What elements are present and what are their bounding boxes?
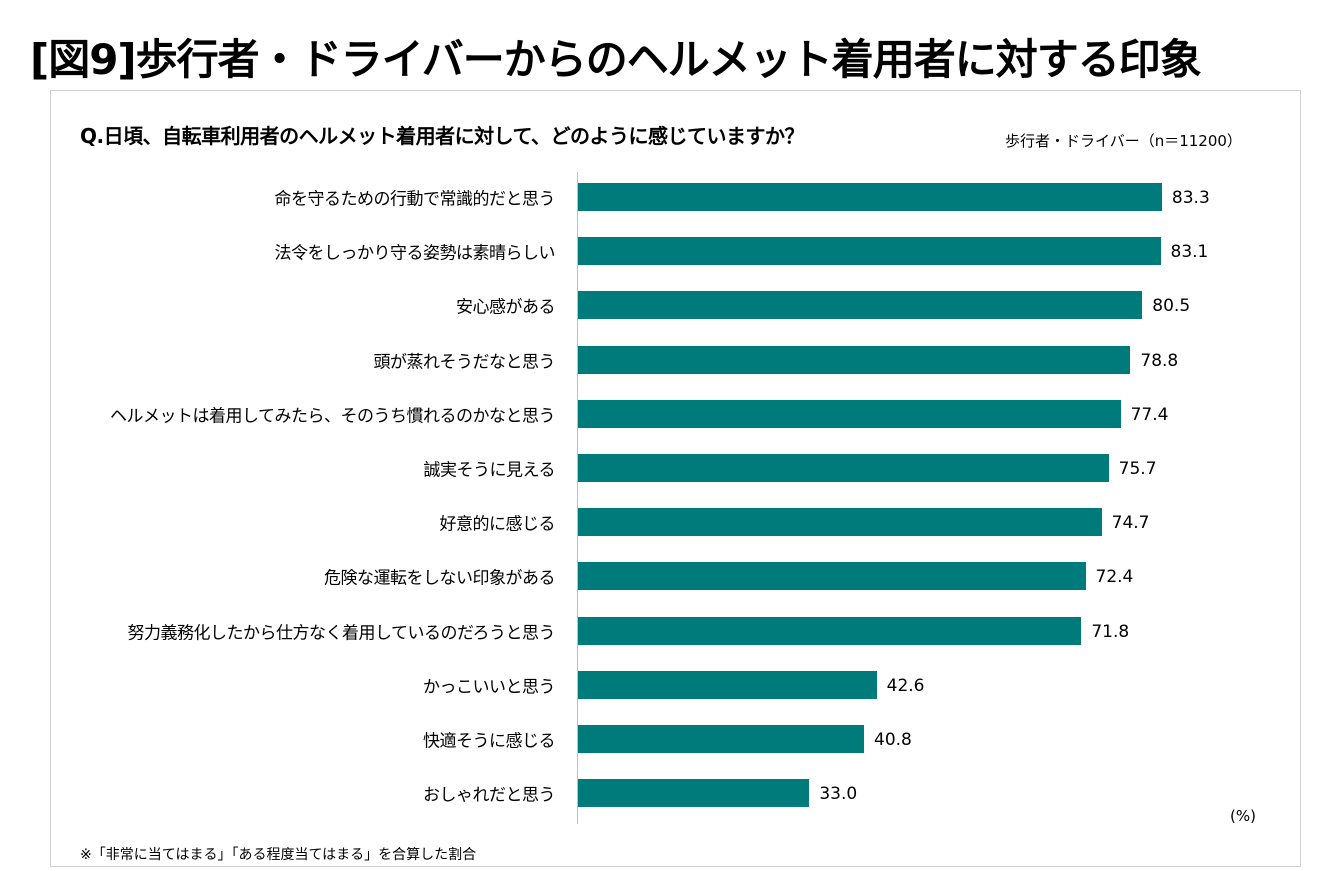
category-label: 努力義務化したから仕方なく着用しているのだろうと思う: [127, 623, 556, 644]
data-label: 83.3: [1171, 188, 1210, 208]
category-label: 危険な運転をしない印象がある: [324, 568, 556, 589]
sample-label: 歩行者・ドライバー（n＝11200）: [1005, 132, 1242, 150]
unit-label: (%): [1230, 807, 1256, 825]
data-label: 74.7: [1111, 513, 1150, 534]
category-label: 誠実そうに見える: [423, 460, 556, 481]
data-label: 80.5: [1152, 296, 1191, 317]
data-label: 75.7: [1118, 459, 1157, 479]
category-label: かっこいいと思う: [423, 677, 556, 698]
bar: [578, 779, 810, 808]
bar: [578, 725, 864, 753]
bar: [578, 345, 1131, 374]
bar: [578, 454, 1109, 482]
bar: [578, 670, 877, 699]
category-label: 頭が蒸れそうだなと思う: [373, 352, 556, 373]
data-label: 83.1: [1170, 242, 1209, 263]
category-label: 快適そうに感じる: [423, 731, 556, 752]
category-label: 命を守るための行動で常識的だと思う: [274, 189, 556, 210]
bar: [578, 291, 1143, 320]
bar: [578, 508, 1102, 537]
data-label: 40.8: [874, 730, 912, 750]
category-label: 安心感がある: [456, 297, 556, 318]
data-label: 72.4: [1095, 567, 1134, 588]
data-label: 33.0: [819, 784, 858, 805]
data-label: 71.8: [1091, 621, 1130, 642]
chart-frame: [50, 90, 1301, 867]
data-label: 42.6: [886, 675, 925, 696]
category-label: おしゃれだと思う: [423, 785, 556, 806]
data-label: 78.8: [1140, 350, 1179, 371]
bar: [578, 562, 1086, 591]
category-label: 法令をしっかり守る姿勢は素晴らしい: [274, 243, 556, 264]
chart-title: Q.日頃、自転車利用者のヘルメット着用者に対して、どのように感じていますか？: [80, 124, 805, 148]
category-label: 好意的に感じる: [439, 514, 556, 535]
data-label: 77.4: [1130, 404, 1169, 425]
bar: [578, 399, 1121, 428]
category-label: ヘルメットは着用してみたら、そのうち慣れるのかなと思う: [110, 406, 556, 427]
bar: [578, 237, 1161, 266]
category-axis-line: [577, 172, 578, 824]
bar: [578, 616, 1082, 645]
figure-title: [図9]歩行者・ドライバーからのヘルメット着用者に対する印象: [30, 35, 1202, 84]
footnote: ※「非常に当てはまる」「ある程度当てはまる」を合算した割合: [80, 847, 477, 863]
bar: [578, 183, 1162, 211]
